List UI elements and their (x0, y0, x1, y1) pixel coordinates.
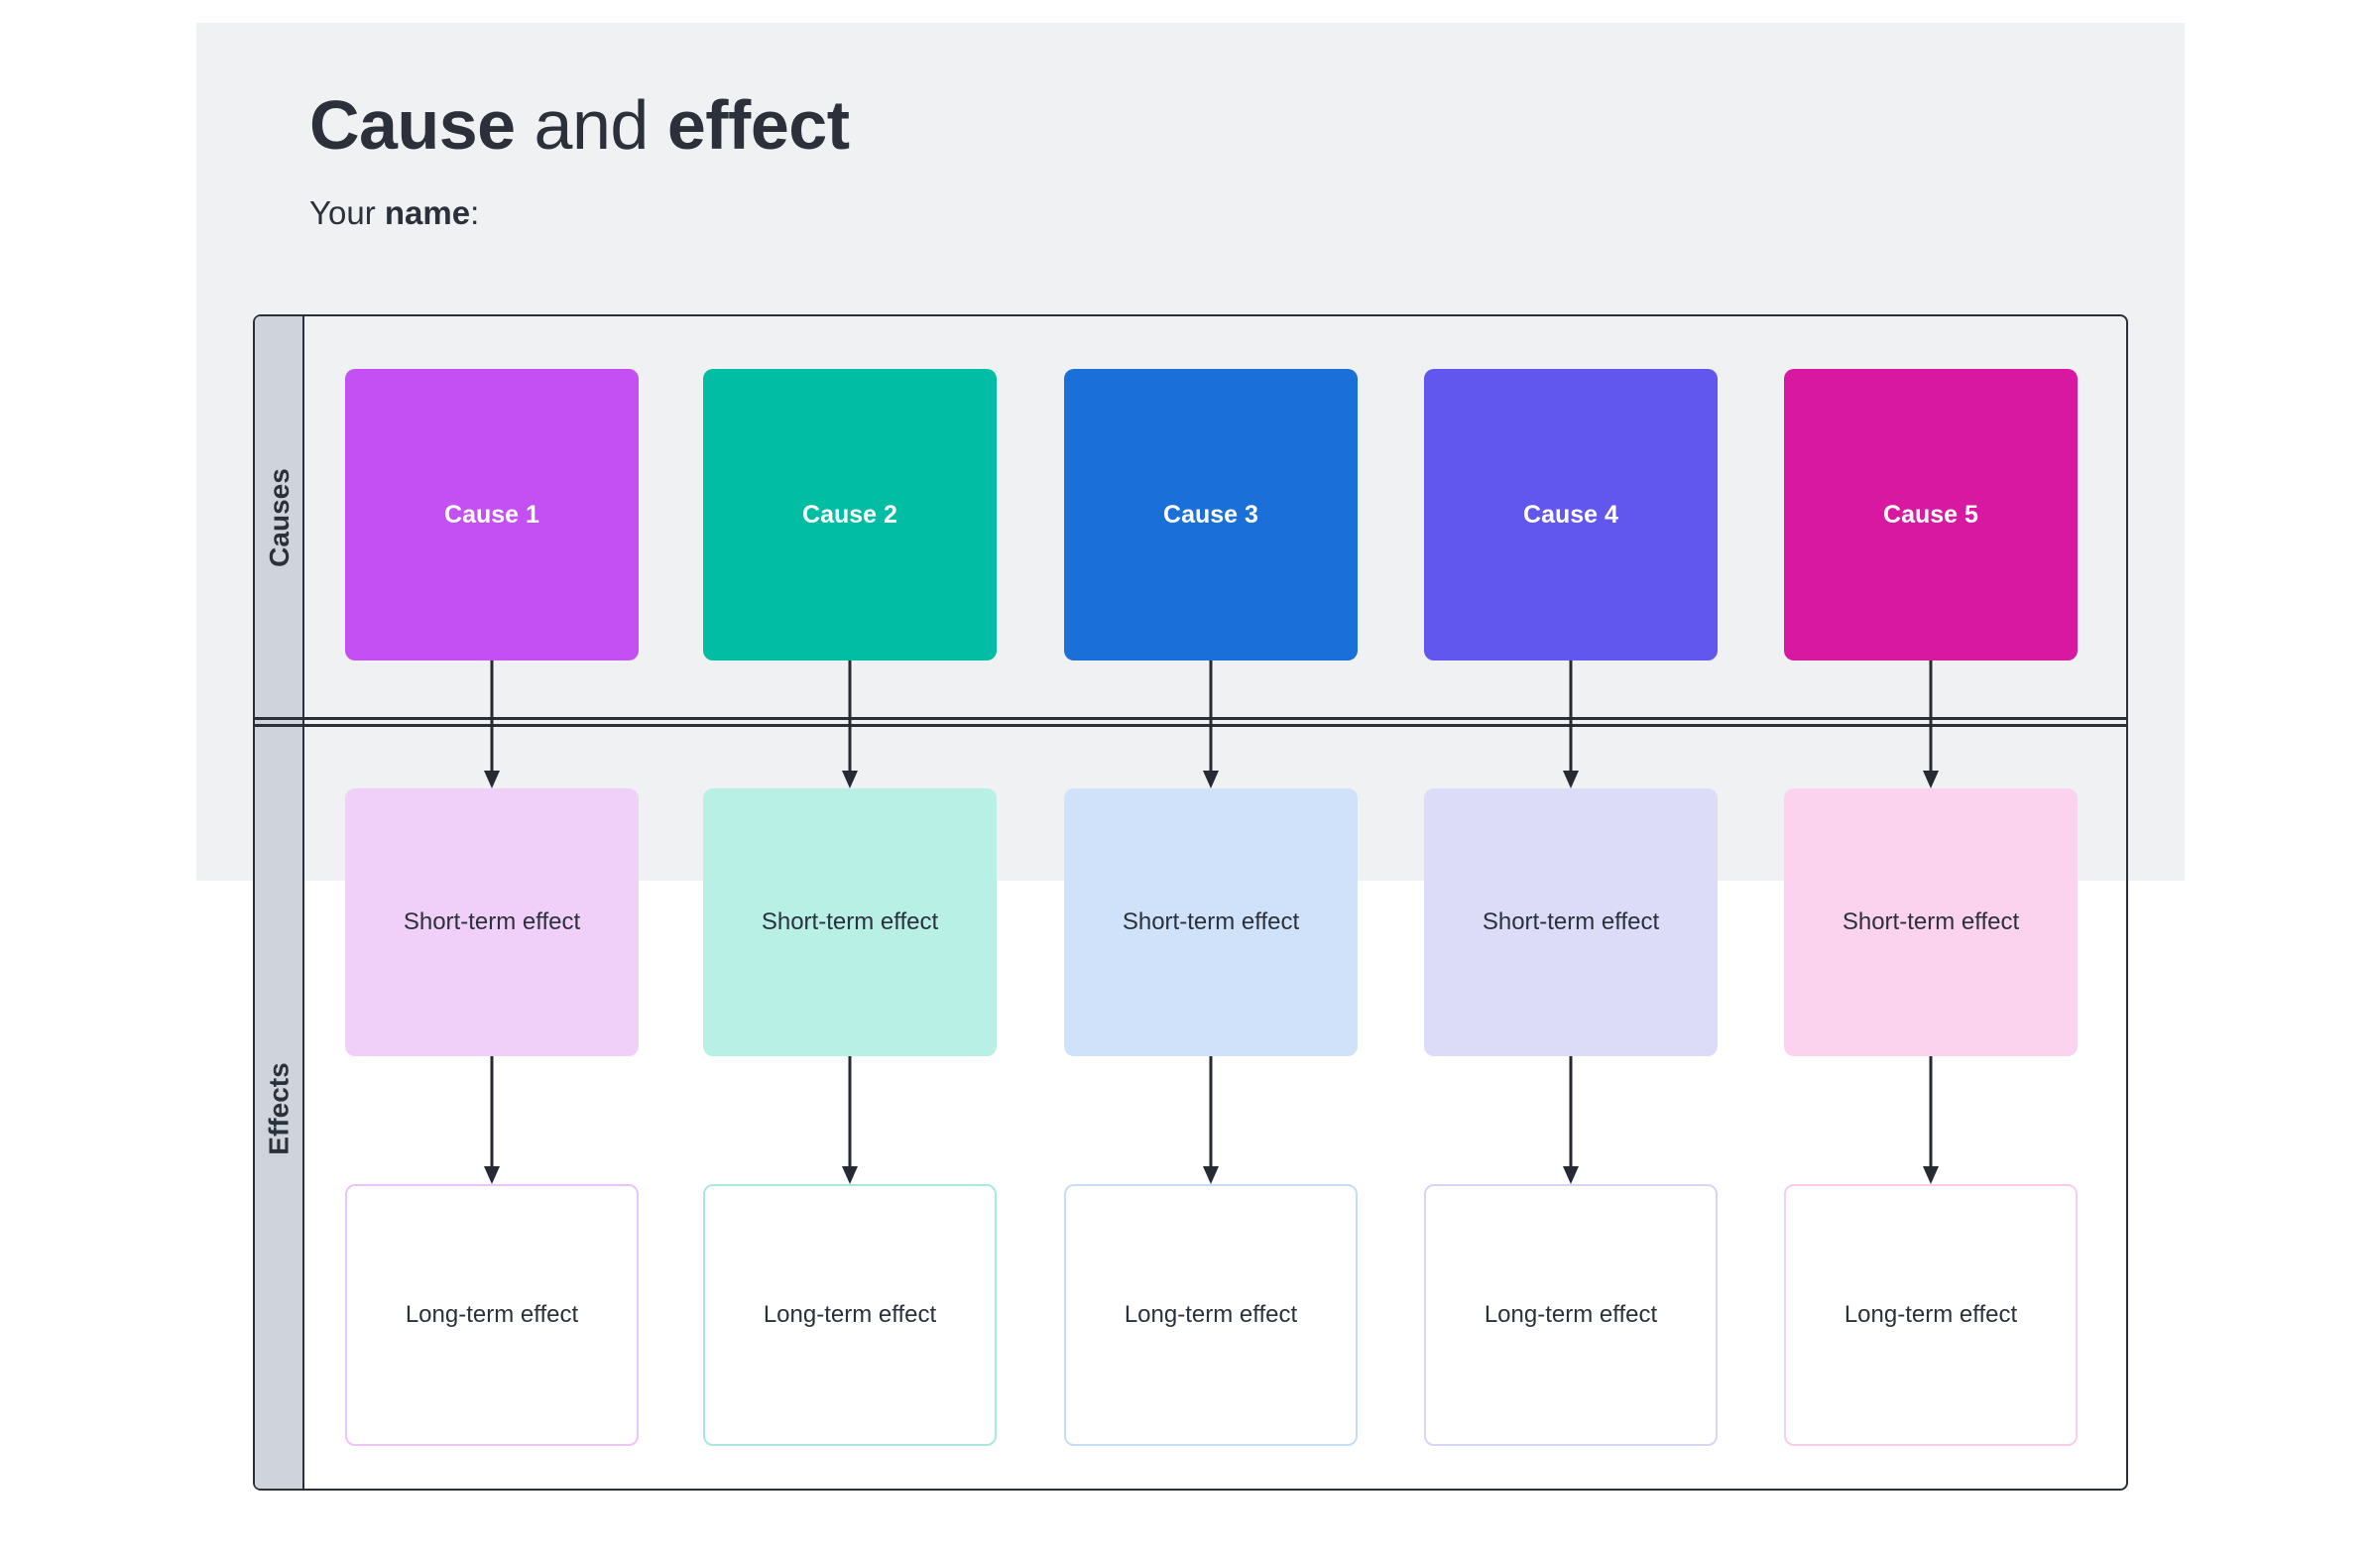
short-term-effect-5-box[interactable]: Short-term effect (1784, 788, 2078, 1056)
long-term-effect-2-label: Long-term effect (763, 1301, 937, 1328)
page-title-bold-2: effect (666, 86, 850, 164)
cause-3-box[interactable]: Cause 3 (1064, 369, 1358, 660)
row-header-causes: Causes (255, 419, 304, 617)
arrow-down-icon (484, 771, 500, 788)
column-2: Cause 2 Short-term effect Long-term effe… (703, 316, 997, 1489)
arrow-down-icon (1203, 1166, 1219, 1184)
arrow-short3-to-long3 (1203, 1056, 1219, 1184)
your-name-label[interactable]: Your name: (309, 194, 479, 232)
arrow-cause4-to-short4 (1563, 660, 1579, 788)
long-term-effect-1-box[interactable]: Long-term effect (345, 1184, 639, 1446)
long-term-effect-4-box[interactable]: Long-term effect (1424, 1184, 1718, 1446)
your-name-pre: Your (309, 194, 385, 231)
effects-label: Effects (264, 1062, 295, 1155)
short-term-effect-3-label: Short-term effect (1122, 908, 1300, 935)
arrow-down-icon (1563, 1166, 1579, 1184)
short-term-effect-4-box[interactable]: Short-term effect (1424, 788, 1718, 1056)
arrow-short2-to-long2 (842, 1056, 858, 1184)
cause-5-label: Cause 5 (1883, 500, 1978, 529)
cause-4-label: Cause 4 (1523, 500, 1618, 529)
cause-5-box[interactable]: Cause 5 (1784, 369, 2078, 660)
short-term-effect-2-box[interactable]: Short-term effect (703, 788, 997, 1056)
arrow-down-icon (1923, 771, 1939, 788)
arrow-down-icon (484, 1166, 500, 1184)
cause-effect-matrix: Causes Effects Cause 1 Short-term effect… (253, 314, 2128, 1491)
cause-1-label: Cause 1 (444, 500, 539, 529)
short-term-effect-5-label: Short-term effect (1842, 908, 2020, 935)
column-5: Cause 5 Short-term effect Long-term effe… (1784, 316, 2078, 1489)
row-header-effects: Effects (255, 1010, 304, 1208)
cause-1-box[interactable]: Cause 1 (345, 369, 639, 660)
your-name-post: : (470, 194, 480, 231)
long-term-effect-5-label: Long-term effect (1844, 1301, 2018, 1328)
short-term-effect-3-box[interactable]: Short-term effect (1064, 788, 1358, 1056)
effects-row-top-border (255, 724, 2126, 727)
arrow-down-icon (1203, 771, 1219, 788)
long-term-effect-1-label: Long-term effect (405, 1301, 579, 1328)
your-name-bold: name (384, 194, 471, 231)
arrow-down-icon (842, 1166, 858, 1184)
short-term-effect-4-label: Short-term effect (1482, 908, 1660, 935)
causes-row-bottom-border (255, 717, 2126, 720)
arrow-down-icon (842, 771, 858, 788)
cause-2-label: Cause 2 (802, 500, 897, 529)
arrow-cause3-to-short3 (1203, 660, 1219, 788)
short-term-effect-1-label: Short-term effect (403, 908, 581, 935)
page-title-mid: and (515, 86, 667, 164)
page-title-bold-1: Cause (309, 86, 516, 164)
cause-3-label: Cause 3 (1163, 500, 1258, 529)
long-term-effect-3-label: Long-term effect (1124, 1301, 1298, 1328)
causes-label: Causes (264, 468, 295, 567)
long-term-effect-4-label: Long-term effect (1484, 1301, 1658, 1328)
cause-2-box[interactable]: Cause 2 (703, 369, 997, 660)
long-term-effect-2-box[interactable]: Long-term effect (703, 1184, 997, 1446)
column-1: Cause 1 Short-term effect Long-term effe… (345, 316, 639, 1489)
page-title: Cause and effect (309, 87, 850, 164)
short-term-effect-2-label: Short-term effect (761, 908, 939, 935)
arrow-cause1-to-short1 (484, 660, 500, 788)
arrow-down-icon (1923, 1166, 1939, 1184)
arrow-short1-to-long1 (484, 1056, 500, 1184)
arrow-short4-to-long4 (1563, 1056, 1579, 1184)
arrow-cause5-to-short5 (1923, 660, 1939, 788)
column-4: Cause 4 Short-term effect Long-term effe… (1424, 316, 1718, 1489)
row-header-column (255, 316, 304, 1489)
arrow-down-icon (1563, 771, 1579, 788)
column-3: Cause 3 Short-term effect Long-term effe… (1064, 316, 1358, 1489)
long-term-effect-3-box[interactable]: Long-term effect (1064, 1184, 1358, 1446)
long-term-effect-5-box[interactable]: Long-term effect (1784, 1184, 2078, 1446)
short-term-effect-1-box[interactable]: Short-term effect (345, 788, 639, 1056)
arrow-short5-to-long5 (1923, 1056, 1939, 1184)
cause-4-box[interactable]: Cause 4 (1424, 369, 1718, 660)
arrow-cause2-to-short2 (842, 660, 858, 788)
